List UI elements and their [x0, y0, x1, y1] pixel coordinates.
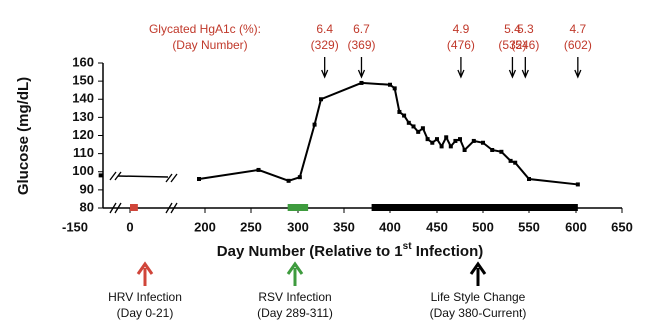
glucose-point [312, 122, 317, 127]
glucose-point [490, 148, 495, 152]
a1c-value: 5.3 [517, 22, 534, 36]
glucose-point [508, 158, 513, 163]
x-tick-label: 0 [126, 219, 133, 234]
a1c-day: (476) [447, 38, 475, 52]
glucose-point [458, 137, 462, 142]
glucose-point [319, 97, 323, 102]
glucose-point [420, 126, 425, 131]
x-tick-label: 250 [240, 219, 262, 234]
a1c-value: 4.9 [453, 22, 470, 36]
glucose-point [448, 144, 453, 149]
period-name: HRV Infection [108, 290, 182, 304]
y-tick-label: 160 [72, 54, 94, 69]
x-tick-label: 600 [565, 219, 587, 234]
glucose-point [197, 177, 201, 181]
a1c-arrow [508, 57, 517, 79]
glucose-line [198, 81, 578, 186]
glucose-point [471, 138, 476, 143]
a1c-arrow [521, 57, 529, 79]
a1c-value: 5.4 [504, 22, 521, 36]
y-tick-label: 140 [72, 91, 94, 106]
x-tick-label: 650 [611, 219, 633, 234]
period-bar [130, 204, 138, 211]
a1c-arrow [357, 57, 366, 79]
x-tick-label: 500 [472, 219, 494, 234]
y-tick-label: 150 [72, 73, 94, 88]
a1c-value: 4.7 [569, 22, 586, 36]
x-axis-title-sup: st [403, 241, 413, 252]
x-tick-label: 300 [287, 219, 309, 234]
a1c-subtitle: (Day Number) [172, 38, 247, 52]
y-tick-label: 110 [73, 145, 94, 160]
glucose-point [406, 120, 411, 125]
glucose-point [411, 124, 416, 129]
y-axis-title: Glucose (mg/dL) [15, 77, 32, 195]
period-arrow [136, 261, 154, 286]
glucose-point [98, 173, 103, 178]
glucose-point [397, 109, 402, 114]
glucose-point [499, 149, 504, 154]
x-tick-label: 200 [194, 219, 216, 234]
x-axis-title-text: Day Number (Relative to 1 [217, 243, 403, 260]
x-axis-title: Day Number (Relative to 1st Infection) [217, 241, 483, 260]
glucose-point [453, 138, 458, 143]
glucose-point [444, 135, 449, 140]
glucose-point [425, 137, 430, 142]
period-name: Life Style Change [431, 290, 526, 304]
period-bar [287, 204, 309, 211]
a1c-value: 6.7 [353, 22, 370, 36]
glucose-point [527, 177, 531, 181]
x-tick-label: -150 [62, 219, 88, 234]
glucose-point [430, 140, 435, 145]
glucose-point [481, 140, 485, 145]
period-bar [371, 204, 578, 211]
glucose-point [388, 82, 392, 87]
axis-breaks [109, 171, 178, 214]
glucose-point [402, 113, 407, 118]
y-tick-label: 130 [72, 109, 94, 124]
period-days: (Day 289-311) [257, 306, 333, 320]
y-tick-label: 100 [72, 163, 94, 178]
glucose-point [286, 178, 291, 183]
period-days: (Day 380-Current) [430, 306, 527, 320]
glucose-point [359, 80, 364, 85]
a1c-arrow [574, 57, 582, 79]
period-arrow [469, 261, 487, 286]
glucose-point [513, 160, 518, 165]
a1c-day: (602) [564, 38, 592, 52]
a1c-value: 6.4 [316, 22, 333, 36]
x-tick-label: 350 [333, 219, 355, 234]
period-name: RSV Infection [258, 290, 331, 304]
x-tick-label: 450 [426, 219, 448, 234]
glucose-point [297, 175, 302, 180]
y-tick-label: 80 [80, 199, 94, 214]
x-tick-label: 400 [379, 219, 401, 234]
a1c-arrow [321, 57, 329, 79]
glucose-point [462, 148, 467, 152]
a1c-day: (532) [498, 38, 526, 52]
a1c-day: (369) [347, 38, 375, 52]
glucose-point [256, 167, 261, 172]
glucose-point [439, 144, 444, 149]
glucose-point [435, 137, 439, 142]
period-days: (Day 0-21) [117, 306, 174, 320]
x-tick-label: 550 [518, 219, 540, 234]
a1c-arrow [457, 57, 465, 79]
glucose-point [575, 182, 580, 187]
period-arrow [286, 261, 304, 286]
a1c-day: (546) [511, 38, 539, 52]
y-tick-label: 90 [80, 181, 94, 196]
y-tick-label: 120 [72, 127, 94, 142]
glucose-point [416, 129, 421, 134]
a1c-title: Glycated HgA1c (%): [149, 22, 261, 36]
glucose-point [392, 86, 397, 91]
x-axis-title-tail: Infection) [412, 243, 484, 260]
a1c-day: (329) [311, 38, 339, 52]
